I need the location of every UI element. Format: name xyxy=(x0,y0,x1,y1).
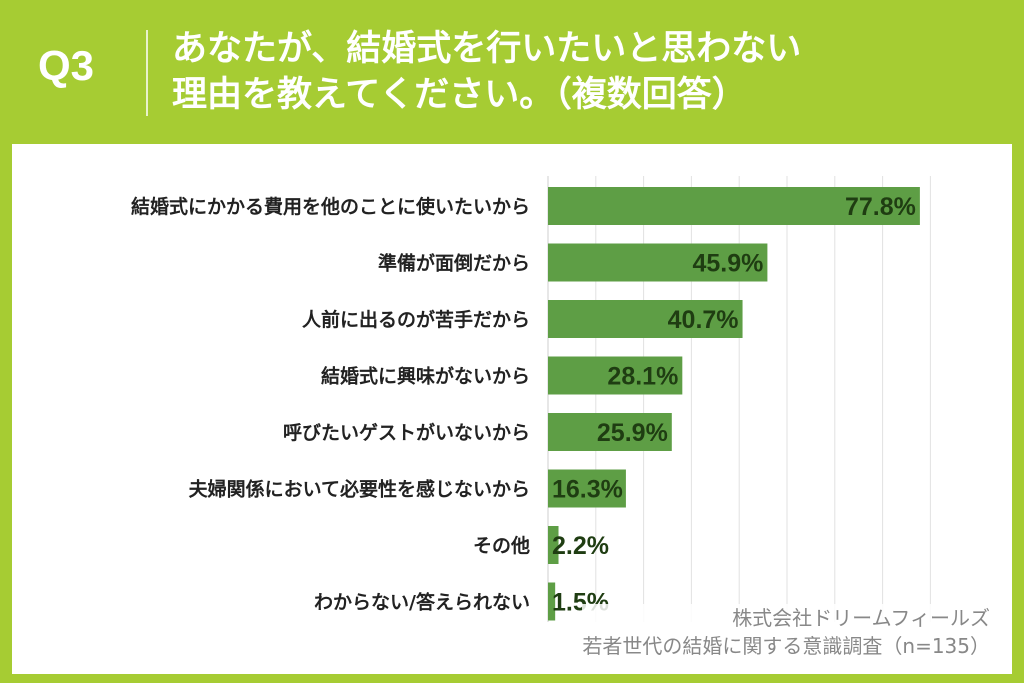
category-label: わからない/答えられない xyxy=(314,591,530,614)
category-label: その他 xyxy=(473,534,530,557)
question-title: あなたが、結婚式を行いたいと思わない 理由を教えてください。（複数回答） xyxy=(172,26,1002,118)
source-line1: 株式会社ドリームフィールズ xyxy=(732,606,990,630)
bar xyxy=(548,187,920,225)
bar xyxy=(548,356,683,395)
bar xyxy=(548,526,559,564)
value-label: 16.3% xyxy=(552,476,623,504)
category-label: 結婚式にかかる費用を他のことに使いたいから xyxy=(131,195,530,218)
value-label: 40.7% xyxy=(668,306,739,334)
header-divider xyxy=(146,30,148,116)
bar xyxy=(548,413,672,451)
bar xyxy=(548,469,626,508)
bar xyxy=(548,582,556,621)
value-label: 2.2% xyxy=(552,532,609,560)
bar xyxy=(548,300,743,338)
category-label: 結婚式に興味がないから xyxy=(321,365,530,388)
value-label: 28.1% xyxy=(607,363,678,391)
source-line2: 若者世代の結婚に関する意識調査（n=135） xyxy=(582,634,990,658)
value-label: 45.9% xyxy=(693,250,764,278)
chart-panel: 結婚式にかかる費用を他のことに使いたいから 77.8% 準備が面倒だから 45.9% 人… xyxy=(12,144,1012,674)
value-label: 77.8% xyxy=(845,193,916,221)
bar-chart: 結婚式にかかる費用を他のことに使いたいから 77.8% 準備が面倒だから 45.9% 人… xyxy=(131,176,931,622)
header: Q3 あなたが、結婚式を行いたいと思わない 理由を教えてください。（複数回答） xyxy=(0,0,1024,140)
source-note: 株式会社ドリームフィールズ 若者世代の結婚に関する意識調査（n=135） xyxy=(582,604,990,660)
value-label: 25.9% xyxy=(597,419,668,447)
category-label: 呼びたいゲストがいないから xyxy=(283,421,530,444)
question-title-line1: あなたが、結婚式を行いたいと思わない xyxy=(172,29,802,69)
category-label: 準備が面倒だから xyxy=(378,252,530,275)
question-label: Q3 xyxy=(38,42,95,89)
question-title-line2: 理由を教えてください。（複数回答） xyxy=(172,75,747,115)
category-label: 人前に出るのが苦手だから xyxy=(302,308,530,331)
category-label: 夫婦関係において必要性を感じないから xyxy=(189,478,530,501)
bar xyxy=(548,243,768,282)
